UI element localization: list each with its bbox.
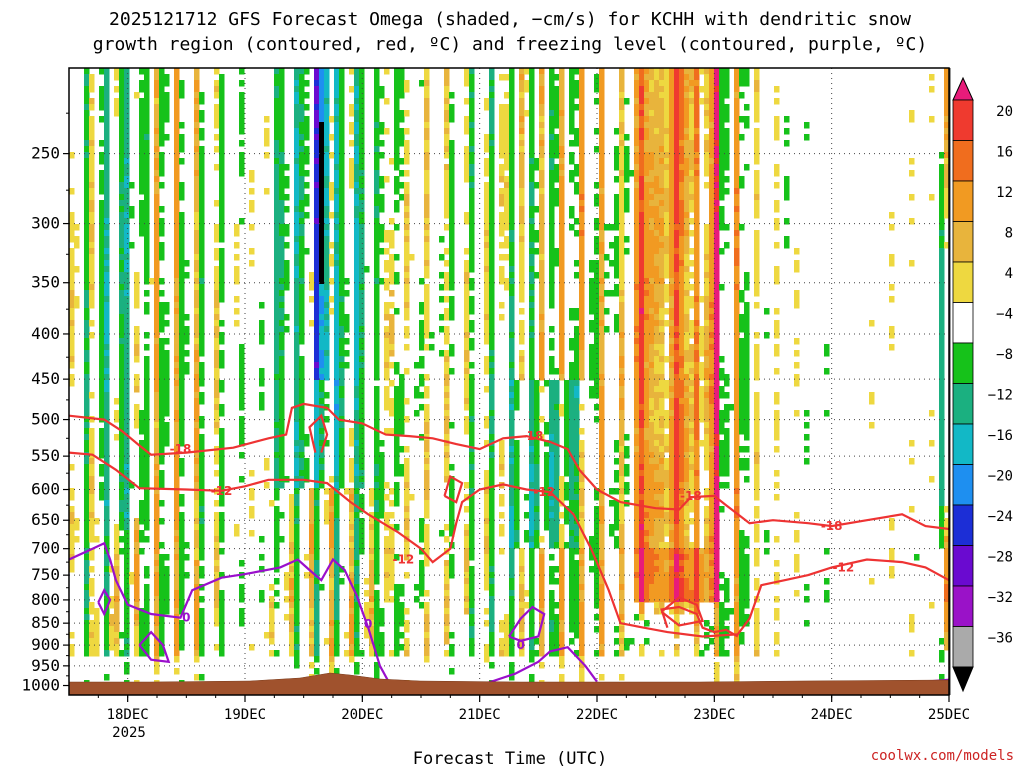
contour-lines	[69, 402, 949, 692]
colorbar-tick-label: −8	[996, 347, 1013, 363]
y-tick-label: 600	[31, 480, 60, 499]
colorbar-tick-label: −16	[988, 428, 1013, 444]
colorbar-tick-label: 12	[996, 185, 1013, 201]
contour-label: -12	[393, 552, 415, 566]
y-tick-label: 300	[31, 214, 60, 233]
colorbar-tick-label: 20	[996, 104, 1013, 120]
y-tick-label: 1000	[21, 676, 60, 695]
colorbar-segment	[952, 545, 974, 587]
freezing-level-contour	[69, 541, 404, 691]
x-axis: 18DEC 19DEC 20DEC 21DEC 22DEC 23DEC 24DEC 25DEC	[97, 695, 970, 723]
colorbar-tick-label: −20	[988, 469, 1013, 485]
colorbar-segment	[952, 140, 974, 182]
colorbar-segment	[952, 464, 974, 506]
x-year-label: 2025	[112, 725, 146, 741]
y-tick-label: 750	[31, 565, 60, 584]
colorbar-segment	[952, 626, 974, 668]
y-axis: 250 300 350 400 450 500 550 600 650 700 750 800 850 9…	[21, 112, 69, 695]
colorbar-segment	[952, 302, 974, 344]
terrain-surface	[68, 672, 950, 696]
chart-title-line-2: growth region (contoured, red, ºC) and f…	[93, 34, 927, 55]
colorbar-segment	[952, 585, 974, 627]
colorbar-segment	[952, 261, 974, 303]
colorbar-tick-label: 8	[1005, 226, 1013, 242]
y-tick-label: 950	[31, 656, 60, 675]
x-tick-label: 18DEC	[107, 707, 149, 723]
colorbar-segment	[952, 383, 974, 425]
freezing-level-island	[97, 587, 112, 617]
contour-red-island	[443, 474, 464, 504]
x-tick-label: 22DEC	[576, 707, 618, 723]
x-tick-label: 20DEC	[341, 707, 383, 723]
x-axis-title: Forecast Time (UTC)	[413, 749, 607, 768]
omega-shading	[69, 68, 949, 687]
freezing-level-island	[508, 605, 546, 642]
y-tick-label: 400	[31, 324, 60, 343]
y-tick-label: 650	[31, 510, 60, 529]
x-tick-label: 23DEC	[693, 707, 735, 723]
x-tick-label: 19DEC	[224, 707, 266, 723]
colorbar: 20 16 12 8 4 −4 −8 −12 −16 −20 −24 −28 −32 −36	[949, 68, 1013, 695]
y-tick-label: 500	[31, 410, 60, 429]
y-tick-label: 900	[31, 635, 60, 654]
freezing-level-island	[138, 630, 171, 664]
contour-label: -12	[211, 484, 233, 498]
x-tick-label: 25DEC	[928, 707, 970, 723]
colorbar-tick-label: −12	[988, 388, 1013, 404]
y-tick-label: 550	[31, 446, 60, 465]
colorbar-tick-label: −4	[996, 307, 1013, 323]
contour-label: -12	[533, 485, 555, 499]
y-tick-label: 450	[31, 369, 60, 388]
colorbar-tick-label: 4	[1005, 266, 1013, 282]
y-tick-label: 250	[31, 144, 60, 163]
colorbar-tick-label: −36	[988, 631, 1013, 647]
colorbar-segment	[952, 221, 974, 263]
contour-label: -18	[680, 489, 702, 503]
contour-red-island	[308, 413, 329, 453]
colorbar-top-arrow	[952, 76, 974, 101]
x-tick-label: 24DEC	[811, 707, 853, 723]
contour-minus12	[69, 451, 949, 638]
y-tick-label: 850	[31, 613, 60, 632]
contour-label: 0	[182, 611, 190, 625]
contour-label: -18	[821, 519, 843, 533]
y-tick-label: 350	[31, 273, 60, 292]
colorbar-segment	[952, 99, 974, 141]
chart-title-line-1: 2025121712 GFS Forecast Omega (shaded, −…	[109, 9, 911, 30]
contour-label: -18	[522, 429, 544, 443]
contour-label: 0	[364, 617, 372, 631]
colorbar-segment	[952, 504, 974, 546]
colorbar-segment	[952, 423, 974, 465]
y-tick-label: 800	[31, 590, 60, 609]
colorbar-tick-label: 16	[996, 145, 1013, 161]
colorbar-tick-label: −24	[988, 509, 1013, 525]
colorbar-tick-label: −32	[988, 590, 1013, 606]
contour-minus18	[69, 402, 949, 531]
colorbar-segment	[952, 180, 974, 222]
x-tick-label: 21DEC	[459, 707, 501, 723]
y-tick-label: 700	[31, 539, 60, 558]
colorbar-bottom-arrow	[952, 666, 974, 693]
credit-text: coolwx.com/models	[871, 748, 1014, 764]
contour-label: 0	[517, 638, 525, 652]
colorbar-segment	[952, 342, 974, 384]
contour-red-island	[660, 596, 705, 627]
colorbar-tick-label: −28	[988, 550, 1013, 566]
contour-label: -18	[170, 442, 192, 456]
contour-label: -12	[833, 560, 855, 574]
